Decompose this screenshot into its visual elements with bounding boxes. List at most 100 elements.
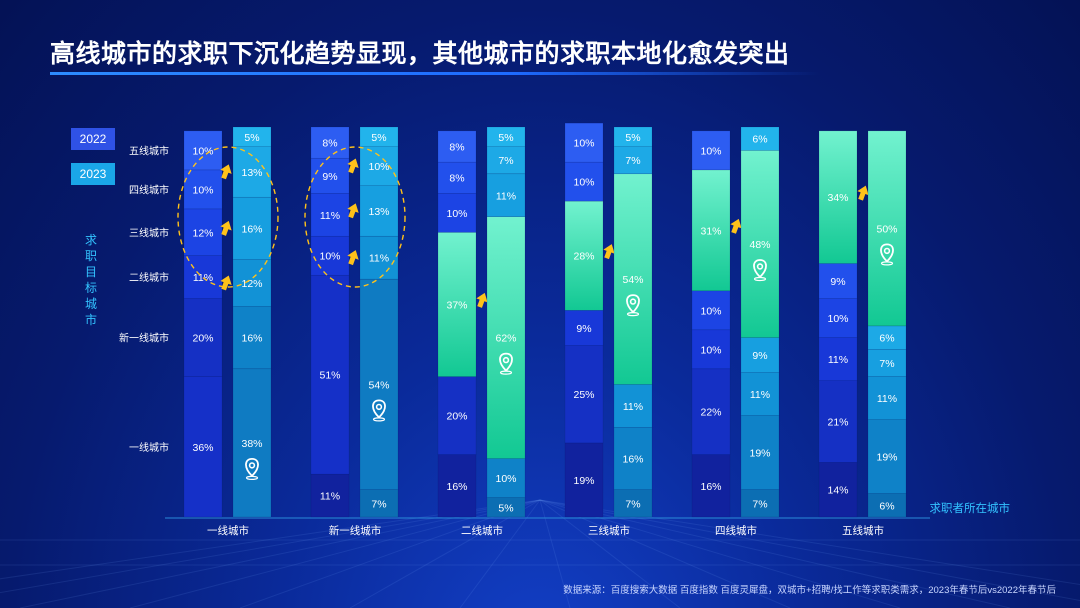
legend-2023: 2023 — [71, 163, 115, 185]
data-label: 16% — [622, 454, 643, 466]
x-axis-title: 求职者所在城市 — [930, 501, 1011, 515]
data-label: 11% — [623, 401, 643, 413]
data-label: 5% — [498, 502, 513, 514]
data-label: 13% — [241, 167, 262, 179]
bar-segment — [486, 216, 526, 459]
up-arrow-icon — [730, 218, 742, 234]
bar-segment — [740, 126, 780, 151]
bar-segment — [613, 427, 653, 490]
data-label: 12% — [241, 278, 262, 290]
location-pin-icon — [245, 457, 259, 480]
up-arrow-icon — [347, 250, 359, 266]
data-label: 50% — [876, 223, 897, 235]
highlight-ellipse — [177, 146, 279, 288]
bar-segment — [183, 130, 223, 171]
x-tick-label: 一线城市 — [207, 524, 249, 537]
bar-segment — [183, 255, 223, 299]
up-arrow-icon — [220, 164, 232, 180]
y-tick-label: 二线城市 — [129, 271, 169, 284]
bar-segment — [359, 185, 399, 237]
data-label: 12% — [192, 227, 213, 239]
data-label: 11% — [877, 393, 897, 405]
bar-segment — [818, 462, 858, 518]
data-label: 54% — [368, 379, 389, 391]
y-tick-label: 一线城市 — [129, 441, 169, 454]
data-label: 10% — [827, 313, 848, 325]
up-arrow-icon — [476, 292, 488, 308]
bar-segment — [564, 200, 604, 311]
bar-segment — [437, 193, 477, 233]
data-label: 28% — [573, 251, 594, 263]
bar-segment — [486, 126, 526, 147]
bar-segment — [613, 384, 653, 428]
bar-segment — [867, 419, 907, 494]
data-label: 10% — [700, 145, 721, 157]
bar-segment — [818, 298, 858, 338]
bar-segment — [310, 193, 350, 237]
bar-segment — [232, 259, 272, 307]
location-pin-icon — [753, 259, 767, 282]
bar-segment — [818, 263, 858, 299]
data-label: 11% — [320, 210, 340, 222]
data-label: 7% — [371, 498, 386, 510]
y-tick-label: 新一线城市 — [119, 332, 169, 345]
title-underline — [50, 72, 820, 75]
bar-segment — [564, 345, 604, 444]
bar-segment — [818, 337, 858, 381]
data-label: 20% — [446, 411, 467, 423]
bar-segment — [232, 306, 272, 370]
data-label: 10% — [573, 138, 594, 150]
bar-segment — [691, 368, 731, 455]
data-label: 36% — [192, 442, 213, 454]
y-axis-title: 求职目标城市 — [84, 233, 97, 327]
bar-segment — [740, 415, 780, 490]
data-label: 20% — [192, 333, 213, 345]
data-label: 10% — [192, 145, 213, 157]
data-label: 10% — [573, 177, 594, 189]
legend-2022: 2022 — [71, 128, 115, 150]
data-label: 21% — [827, 416, 848, 428]
data-label: 13% — [368, 206, 389, 218]
bar-segment — [564, 442, 604, 518]
data-label: 11% — [750, 389, 770, 401]
bar-segment — [310, 473, 350, 518]
data-label: 22% — [700, 407, 721, 419]
bar-segment — [691, 169, 731, 292]
bar-segment — [486, 146, 526, 175]
data-label: 5% — [625, 132, 640, 144]
bar-segment — [564, 161, 604, 202]
bar-segment — [310, 235, 350, 276]
data-label: 38% — [241, 438, 262, 450]
bar-segment — [310, 126, 350, 159]
bar-segment — [437, 130, 477, 163]
location-pin-icon — [372, 399, 386, 422]
bar-segment — [564, 310, 604, 346]
bar-segment — [691, 329, 731, 370]
location-pin-icon — [626, 294, 640, 317]
bar-segment — [359, 489, 399, 518]
bar-segment — [437, 232, 477, 377]
bar-segment — [867, 349, 907, 377]
data-label: 5% — [371, 132, 386, 144]
x-tick-label: 新一线城市 — [329, 524, 382, 537]
bar-segment — [691, 130, 731, 171]
data-label: 37% — [446, 299, 467, 311]
bar-segment — [359, 278, 399, 490]
data-label: 8% — [322, 138, 337, 150]
bar-segment — [613, 146, 653, 175]
data-label: 9% — [830, 276, 845, 288]
bar-segment — [867, 376, 907, 420]
data-label: 11% — [320, 491, 340, 503]
bar-segment — [232, 368, 272, 518]
data-label: 9% — [322, 171, 337, 183]
bar-segment — [740, 489, 780, 518]
data-label: 8% — [449, 142, 464, 154]
data-label: 7% — [879, 358, 894, 370]
data-label: 48% — [749, 239, 770, 251]
data-label: 5% — [244, 132, 259, 144]
bar-segment — [359, 126, 399, 147]
data-label: 54% — [622, 274, 643, 286]
bar-segment — [564, 122, 604, 163]
data-label: 16% — [241, 333, 262, 345]
